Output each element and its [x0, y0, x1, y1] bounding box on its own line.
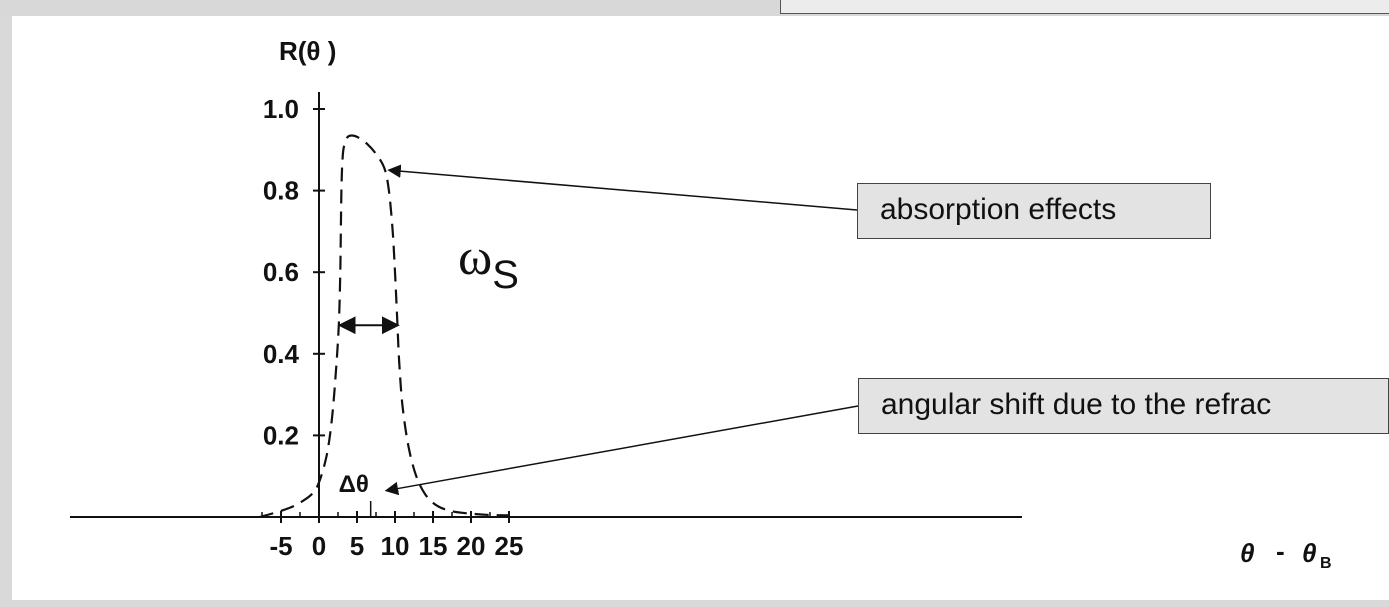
y-tick-label: 0.4	[263, 339, 300, 369]
omega-s-label: ωS	[458, 228, 519, 297]
x-axis-label: θ - θ B	[1240, 536, 1332, 572]
omega-subscript: S	[492, 253, 519, 297]
y-tick-label: 0.6	[263, 257, 299, 287]
angular-shift-callout: angular shift due to the refrac	[858, 378, 1389, 434]
absorption-leader	[387, 164, 858, 211]
svg-text:θ: θ	[1240, 538, 1255, 568]
svg-text:θ: θ	[1302, 538, 1317, 568]
svg-text:B: B	[1320, 555, 1332, 572]
x-tick-label: 10	[381, 531, 410, 561]
y-tick-label: 0.8	[263, 176, 299, 206]
y-axis-label: R(θ )	[279, 36, 336, 66]
delta-theta-label: Δθ	[339, 471, 369, 498]
y-tick-label: 1.0	[263, 94, 299, 124]
x-tick-label: 5	[350, 531, 364, 561]
x-tick-label: 20	[457, 531, 486, 561]
omega-symbol: ω	[458, 229, 493, 286]
x-tick-label: -5	[269, 531, 292, 561]
shift-leader	[384, 405, 859, 496]
svg-text:-: -	[1276, 536, 1285, 566]
x-tick-label: 25	[495, 531, 524, 561]
reflectivity-curve	[259, 134, 510, 519]
x-tick-label: 0	[312, 531, 326, 561]
top-box	[780, 0, 1389, 14]
x-tick-label: 15	[419, 531, 448, 561]
y-tick-label: 0.2	[263, 420, 299, 450]
plot-panel	[12, 16, 1389, 600]
absorption-effects-callout: absorption effects	[857, 183, 1211, 239]
